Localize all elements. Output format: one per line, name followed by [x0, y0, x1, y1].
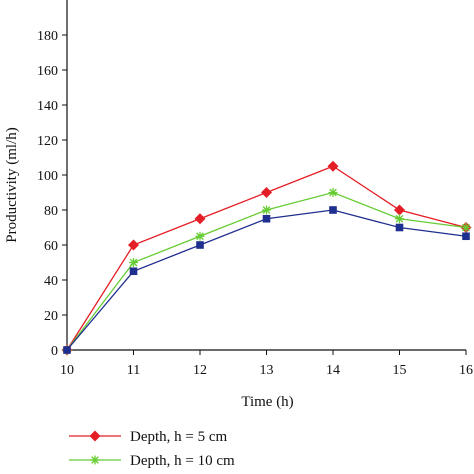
- data-point: [196, 241, 204, 249]
- y-tick-label: 80: [44, 204, 58, 219]
- legend-swatch-marker: [89, 430, 101, 442]
- star-stroke: [129, 258, 138, 267]
- data-point: [195, 231, 205, 241]
- y-tick-label: 140: [37, 99, 58, 114]
- y-tick-label: 0: [51, 344, 58, 359]
- legend-label: Depth, h = 10 cm: [130, 453, 235, 469]
- y-tick-label: 100: [37, 169, 58, 184]
- star-stroke: [395, 214, 404, 223]
- x-tick-label: 13: [260, 363, 274, 378]
- y-axis-label: Productivity (ml/h): [4, 127, 20, 242]
- data-point: [129, 258, 138, 267]
- x-tick-label: 16: [459, 363, 473, 378]
- series-line: [66, 209, 467, 351]
- data-point: [262, 214, 271, 223]
- data-point: [462, 232, 470, 241]
- legend-label: Depth, h = 5 cm: [130, 429, 228, 445]
- y-tick-label: 60: [44, 239, 58, 254]
- x-tick-label: 15: [393, 363, 407, 378]
- y-tick-label: 20: [44, 309, 58, 324]
- x-tick-label: 12: [193, 363, 207, 378]
- data-point: [328, 188, 338, 197]
- star-stroke: [329, 188, 337, 197]
- data-point: [128, 239, 139, 251]
- star-stroke: [462, 223, 470, 232]
- data-point: [395, 223, 404, 232]
- data-point: [261, 187, 272, 198]
- star-stroke: [196, 232, 204, 241]
- x-tick-label: 10: [60, 363, 74, 378]
- y-tick-label: 180: [37, 29, 58, 44]
- data-point: [262, 205, 271, 215]
- axes: 0 20 40 60 80 100 120 140 160 180 10 11 12 13 14 15 16: [37, 0, 473, 378]
- data-point: [461, 223, 471, 232]
- legend-entry: Depth, h = 5 cm: [69, 429, 228, 445]
- y-tick-label: 40: [44, 274, 58, 289]
- legend-entry: Depth, h = 10 cm: [69, 453, 235, 469]
- series-1: [61, 160, 472, 356]
- x-axis-label: Time (h): [241, 394, 293, 410]
- series-3: [63, 206, 470, 354]
- star-stroke: [262, 206, 271, 214]
- legend: Depth, h = 5 cm Depth, h = 10 cm: [69, 429, 235, 469]
- y-tick-label: 120: [37, 134, 58, 149]
- data-point: [394, 204, 405, 216]
- legend-swatch-marker: [90, 455, 100, 465]
- data-point: [194, 213, 206, 225]
- data-point: [63, 346, 71, 354]
- data-point: [329, 206, 337, 214]
- data-point: [395, 214, 404, 224]
- y-tick-label: 160: [37, 64, 58, 79]
- data-point: [327, 160, 339, 172]
- star-stroke: [91, 456, 99, 464]
- x-tick-label: 11: [127, 363, 140, 378]
- x-tick-label: 14: [326, 363, 340, 378]
- series-layer: [61, 160, 472, 356]
- data-point: [129, 267, 138, 276]
